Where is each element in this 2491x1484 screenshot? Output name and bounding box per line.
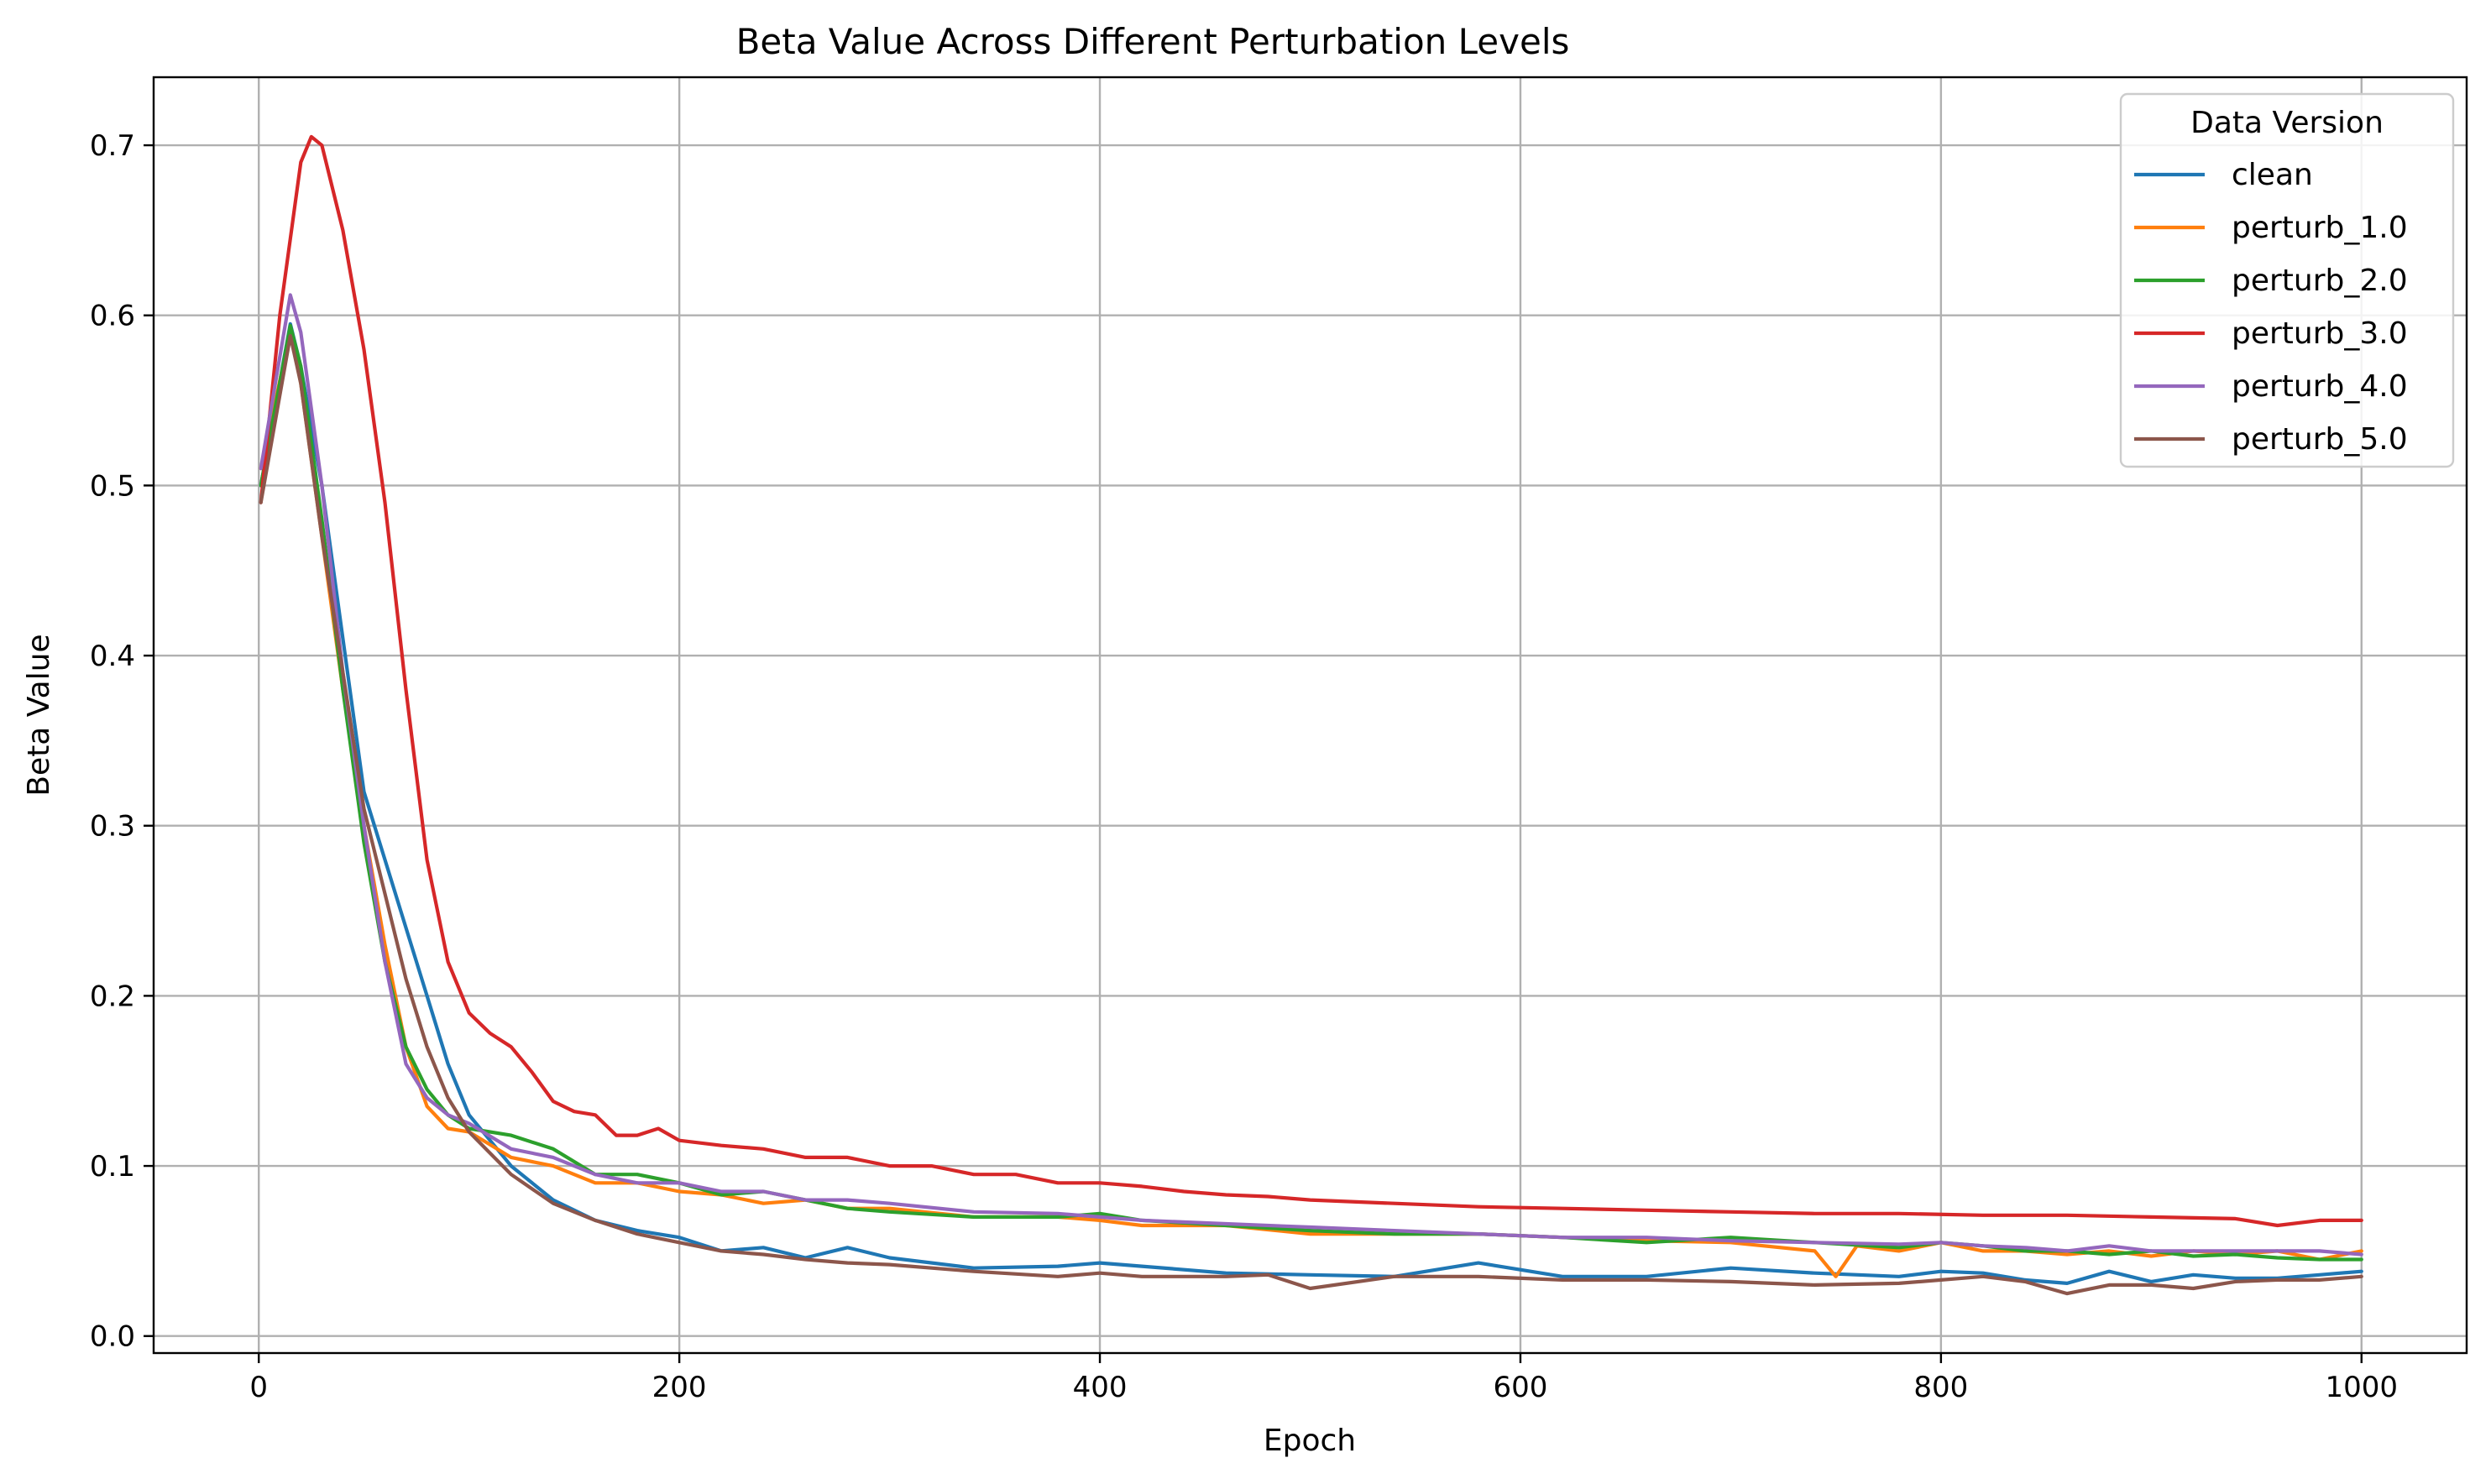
legend-label-perturb_1.0: perturb_1.0 [2232,211,2408,245]
legend-items: clean perturb_1.0 perturb_2.0 perturb_3.0pe… [2134,158,2408,457]
y-tick-label: 0.6 [90,300,135,333]
series-lines [259,134,2363,1296]
chart-title: Beta Value Across Different Perturbation… [736,21,1570,62]
y-tick-label: 0.4 [90,640,135,673]
legend-label-clean: clean [2232,158,2313,192]
legend: Data Version clean perturb_1.0 perturb_2.0… [2119,92,2455,468]
x-tick-label: 800 [1913,1371,1968,1404]
y-tick-label: 0.0 [90,1320,135,1354]
series-line-perturb_5.0 [259,334,2363,1296]
legend-label-perturb_2.0: perturb_2.0 [2232,264,2408,298]
x-tick-label: 600 [1494,1371,1548,1404]
y-tick-label: 0.2 [90,980,135,1013]
series-line-perturb_3.0 [259,134,2363,1228]
x-tick-label: 400 [1073,1371,1128,1404]
y-tick-label: 0.1 [90,1150,135,1184]
x-tick-label: 200 [652,1371,707,1404]
legend-label-perturb_3.0: perturb_3.0 [2232,316,2408,351]
series-line-clean [259,321,2363,1285]
legend-title: Data Version [2190,106,2384,140]
y-tick-label: 0.7 [90,129,135,163]
series-line-perturb_4.0 [259,293,2363,1257]
legend-label-perturb_4.0: perturb_4.0 [2232,369,2408,404]
x-tick-label: 1000 [2326,1371,2399,1404]
axis-ticks: 0 200 400 600 800 1000 0.0 0.1 0.2 0.3 0.4 0.5 0.6 0.… [90,129,2398,1404]
x-axis-label: Epoch [1264,1424,1356,1458]
y-tick-label: 0.3 [90,810,135,844]
x-tick-label: 0 [249,1371,268,1404]
legend-box [2119,92,2455,468]
y-axis-label: Beta Value [22,634,56,796]
plot-area-frame [152,76,2468,1355]
y-tick-label: 0.5 [90,469,135,503]
legend-label-perturb_5.0: perturb_5.0 [2232,422,2408,457]
